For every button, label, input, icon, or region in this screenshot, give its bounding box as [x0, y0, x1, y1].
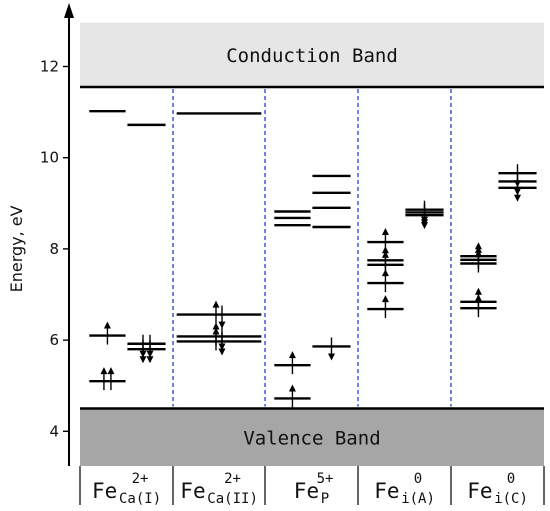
spin-down-arrow	[420, 206, 428, 230]
spin-up-arrow	[474, 294, 482, 318]
column-label-superscript: 0	[507, 471, 515, 487]
spin-up-arrow	[381, 295, 389, 319]
energy-levels	[89, 109, 537, 408]
column-label-superscript: 0	[414, 471, 422, 487]
column-labels: Fe 2+Ca(I) Fe 2+Ca(II) Fe5+P Fe 0i(A) Fe 0i(C)	[92, 471, 528, 507]
y-axis-title: Energy, eV	[7, 205, 26, 292]
spin-down-arrow	[513, 178, 521, 202]
column-levels	[274, 174, 351, 408]
spin-up-arrow	[288, 351, 296, 375]
column-label-main: Fe	[180, 479, 205, 503]
column-levels	[367, 200, 444, 319]
y-tick-label: 4	[49, 422, 59, 440]
column-levels	[460, 164, 537, 318]
column-levels	[176, 112, 262, 356]
column-label-superscript: 5+	[317, 471, 334, 487]
column-label-main: Fe	[467, 479, 492, 503]
column-label-subscript: Ca(I)	[119, 491, 161, 507]
column-label-subscript: P	[321, 491, 329, 507]
column-label-subscript: Ca(II)	[207, 491, 258, 507]
spin-up-arrow	[288, 384, 296, 408]
spin-down-arrow	[327, 337, 335, 361]
conduction-band-label: Conduction Band	[226, 45, 398, 67]
spin-down-arrow	[218, 332, 226, 356]
y-tick-label: 8	[49, 240, 59, 258]
y-tick-label: 6	[49, 331, 59, 349]
column-label: Fe 2+ Ca(II)	[180, 471, 258, 507]
column-label: Fe 0 i(A)	[374, 471, 435, 507]
spin-up-arrow	[381, 269, 389, 293]
column-label-main: Fe	[92, 479, 117, 503]
spin-up-arrow	[107, 367, 115, 391]
column-label: Fe 2+ Ca(I)	[92, 471, 161, 507]
spin-up-arrow	[474, 249, 482, 273]
column-label-subscript: i(A)	[401, 491, 435, 507]
valence-band-label: Valence Band	[243, 427, 380, 449]
y-tick-label: 10	[40, 149, 59, 167]
spin-up-arrow	[100, 367, 108, 391]
spin-down-arrow	[146, 340, 154, 364]
spin-up-arrow	[103, 321, 111, 345]
valence-band-fill	[80, 408, 544, 466]
column-label-main: Fe	[294, 479, 319, 503]
column-label-main: Fe	[374, 479, 399, 503]
y-axis-arrowhead	[64, 3, 74, 18]
column-label: Fe 0 i(C)	[467, 471, 528, 507]
conduction-band-fill	[80, 22, 544, 87]
y-axis: 4 6 8 10 12 Energy, eV	[7, 3, 74, 466]
spin-up-arrow	[212, 300, 220, 324]
bands-layer: Conduction Band Valence Band	[80, 22, 544, 466]
column-label-superscript: 2+	[132, 471, 149, 487]
column-label-subscript: i(C)	[494, 491, 528, 507]
y-tick-label: 12	[40, 58, 59, 76]
spin-down-arrow	[218, 305, 226, 329]
column-levels	[89, 109, 166, 391]
spin-up-arrow	[212, 327, 220, 351]
spin-down-arrow	[139, 340, 147, 364]
column-dividers	[79, 89, 545, 505]
column-label: Fe5+ P	[294, 471, 334, 507]
column-label-superscript: 2+	[224, 471, 241, 487]
